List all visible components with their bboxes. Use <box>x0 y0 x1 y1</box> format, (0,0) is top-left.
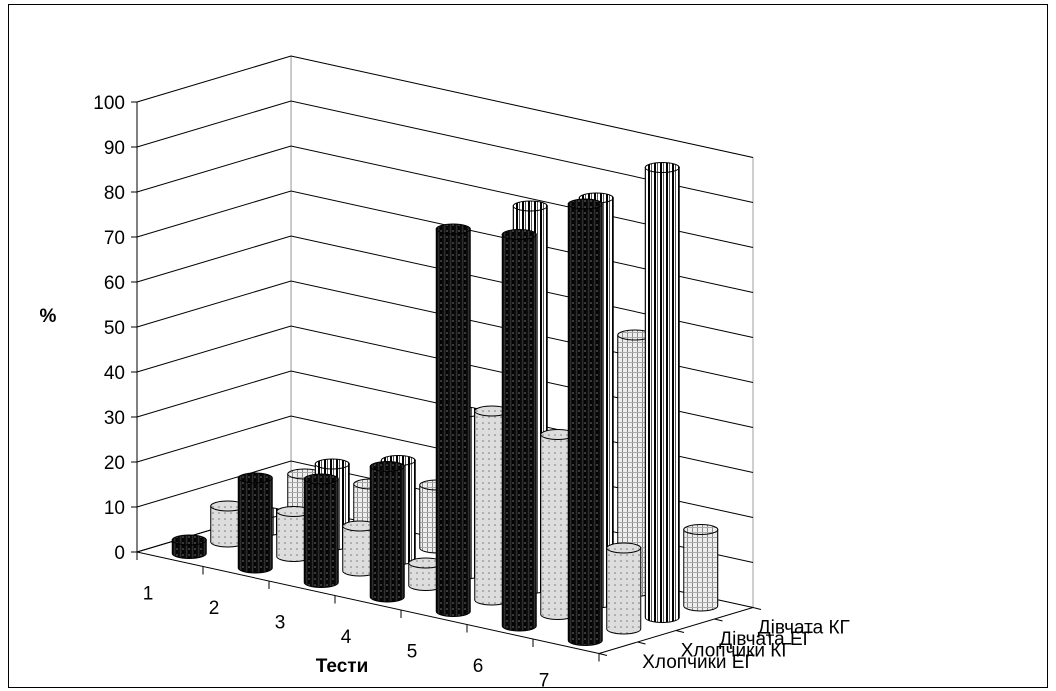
bar <box>617 329 653 597</box>
y-tick-label: 40 <box>104 363 125 384</box>
bar <box>683 524 719 612</box>
series-label: Хлопчики КГ <box>681 640 792 661</box>
bar-cap <box>237 472 273 484</box>
x-tick-label: 4 <box>341 627 352 648</box>
y-tick-label: 70 <box>104 228 125 249</box>
bar-body <box>303 478 339 588</box>
x-tick-label: 5 <box>407 641 418 662</box>
bar-body <box>606 547 642 635</box>
chart-frame <box>8 4 1048 688</box>
gridline <box>136 100 754 203</box>
bar-cap <box>683 524 719 535</box>
bars <box>171 162 719 646</box>
y-tick-label: 100 <box>93 93 125 114</box>
y-tick-label: 80 <box>104 183 125 204</box>
bar <box>606 542 642 635</box>
series-label: Дівчата КГ <box>758 617 850 638</box>
bar <box>342 520 378 577</box>
y-tick-label: 20 <box>104 453 125 474</box>
bar <box>644 162 680 623</box>
x-axis-line <box>136 551 600 654</box>
y-tick-label: 30 <box>104 408 125 429</box>
x-tick-label: 3 <box>275 612 286 633</box>
bar-cap <box>644 162 680 173</box>
y-tick-label: 50 <box>104 318 125 339</box>
bar-cap <box>303 473 339 485</box>
depth-tick-mark <box>598 653 608 656</box>
depth-tick-mark <box>714 618 723 622</box>
bar <box>369 461 405 603</box>
bar <box>303 473 339 588</box>
x-tick-label: 2 <box>209 598 220 619</box>
series-label: Дівчата ЕГ <box>719 629 813 650</box>
x-tick-label: 1 <box>143 583 154 604</box>
bar <box>567 198 603 646</box>
bar <box>501 229 537 632</box>
y-tick-label: 10 <box>104 498 125 519</box>
bar-body <box>237 477 273 574</box>
bar-cap <box>512 200 548 212</box>
bar-cap <box>369 461 405 472</box>
x-tick-label: 7 <box>539 670 550 691</box>
bar <box>210 500 246 548</box>
bar-body <box>435 228 471 617</box>
depth-tick-mark <box>675 630 685 633</box>
bar-body <box>644 167 680 623</box>
y-axis-title: % <box>40 306 57 327</box>
bar <box>408 557 444 591</box>
y-tick-label: 60 <box>104 273 125 294</box>
bar-body <box>501 234 537 632</box>
bar-body <box>567 203 603 646</box>
depth-tick-mark <box>752 607 762 610</box>
bar <box>435 223 471 617</box>
bar-cap <box>435 223 471 235</box>
y-tick-label: 0 <box>114 543 125 564</box>
y-tick-label: 90 <box>104 138 125 159</box>
bar-body <box>683 529 719 612</box>
gridline <box>136 55 754 158</box>
series-label: Хлопчики ЕГ <box>642 652 755 673</box>
bar-cap <box>501 229 537 240</box>
bar <box>276 506 312 562</box>
bar <box>237 472 273 574</box>
bar-cap <box>314 458 350 470</box>
bar <box>474 405 510 606</box>
x-tick-label: 6 <box>473 656 484 677</box>
bar-cap <box>567 198 603 210</box>
bar-body <box>369 466 405 603</box>
bar-cap <box>606 542 642 554</box>
bar <box>171 534 207 559</box>
x-axis-title: Тести <box>316 656 369 677</box>
bar-cap <box>171 534 207 546</box>
axis-labels: 0 10 20 30 40 50 60 70 80 90 100 1 2 3 4 5 6 7 Хлопчики ЕГ… <box>40 93 850 691</box>
depth-tick-mark <box>637 641 646 645</box>
